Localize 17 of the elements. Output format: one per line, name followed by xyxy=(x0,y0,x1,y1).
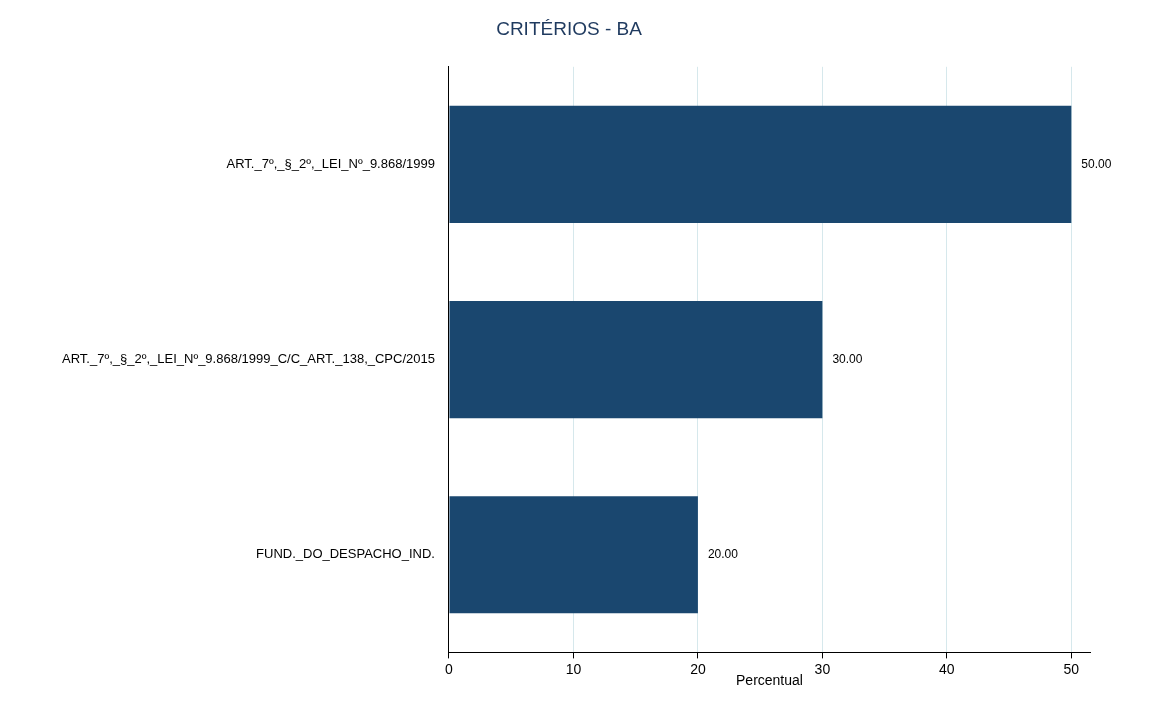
y-tick-label: ART._7º,_§_2º,_LEI_Nº_9.868/1999_C/C_ART._138,_CPC/2015 xyxy=(61,351,435,367)
x-tick-label: 40 xyxy=(939,660,955,677)
data-label: 50.00 xyxy=(1081,156,1112,171)
data-label: 30.00 xyxy=(832,351,863,366)
chart-title: CRITÉRIOS - BA xyxy=(496,17,643,39)
bar xyxy=(449,496,698,614)
x-tick-label: 10 xyxy=(565,660,582,677)
x-tick-label: 0 xyxy=(445,660,454,677)
data-label: 20.00 xyxy=(707,547,739,562)
x-tick-label: 50 xyxy=(1063,660,1080,677)
x-tick-label: 20 xyxy=(690,660,706,677)
y-tick-label: FUND._DO_DESPACHO_IND. xyxy=(256,546,435,562)
x-tick-label: 30 xyxy=(814,660,831,677)
x-axis-title: Percentual xyxy=(736,672,803,689)
bar xyxy=(449,301,823,419)
bar xyxy=(449,105,1072,223)
y-tick-label: ART._7º,_§_2º,_LEI_Nº_9.868/1999 xyxy=(226,155,435,171)
